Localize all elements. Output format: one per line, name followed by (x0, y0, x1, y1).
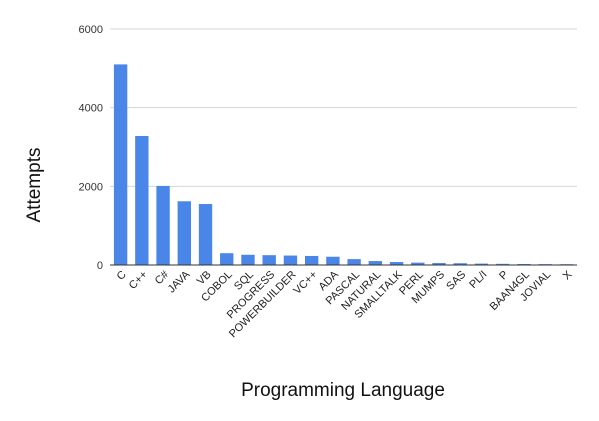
y-axis-title: Attempts (24, 148, 45, 223)
bar-natural (368, 261, 383, 265)
bar-cobol (220, 253, 234, 265)
y-tick-label: 0 (97, 260, 103, 272)
bar-c (113, 64, 128, 266)
bar-vc- (304, 255, 319, 265)
x-tick-label: C (115, 269, 129, 283)
bars (113, 64, 574, 266)
bar-mumps (432, 263, 446, 265)
x-tick-label: X (561, 268, 575, 282)
y-axis-ticks: 0 2000 4000 6000 (79, 24, 103, 272)
bar-progress (262, 255, 276, 265)
bar-c- (156, 185, 170, 265)
x-tick-label: JAVA (166, 268, 193, 295)
bar-powerbuilder (283, 255, 298, 265)
bar-vb (198, 204, 213, 265)
x-axis-title: Programming Language (241, 380, 445, 401)
y-tick-label: 2000 (79, 181, 103, 193)
bar-pascal (347, 259, 361, 265)
x-tick-label: VC++ (291, 269, 319, 297)
bar-perl (411, 262, 425, 265)
x-tick-label: C++ (127, 269, 150, 292)
x-tick-label: PL/I (467, 269, 489, 291)
gridlines (110, 28, 577, 187)
bar-c- (135, 135, 149, 265)
y-tick-label: 4000 (79, 103, 103, 115)
bar-java (177, 201, 191, 265)
bar-sql (241, 254, 255, 265)
bar-p (496, 263, 510, 265)
x-axis-ticks: CC++ C#JAVA VBCOBOLSQLPROGRESSPOWERBUILDER… (115, 268, 575, 340)
x-tick-label: SAS (444, 269, 468, 293)
bar-ada (326, 256, 340, 265)
x-tick-label: P (497, 269, 511, 283)
y-tick-label: 6000 (79, 24, 103, 36)
bar-smalltalk (389, 262, 404, 265)
bar-sas (453, 263, 467, 265)
bar-pl-i (474, 263, 489, 265)
